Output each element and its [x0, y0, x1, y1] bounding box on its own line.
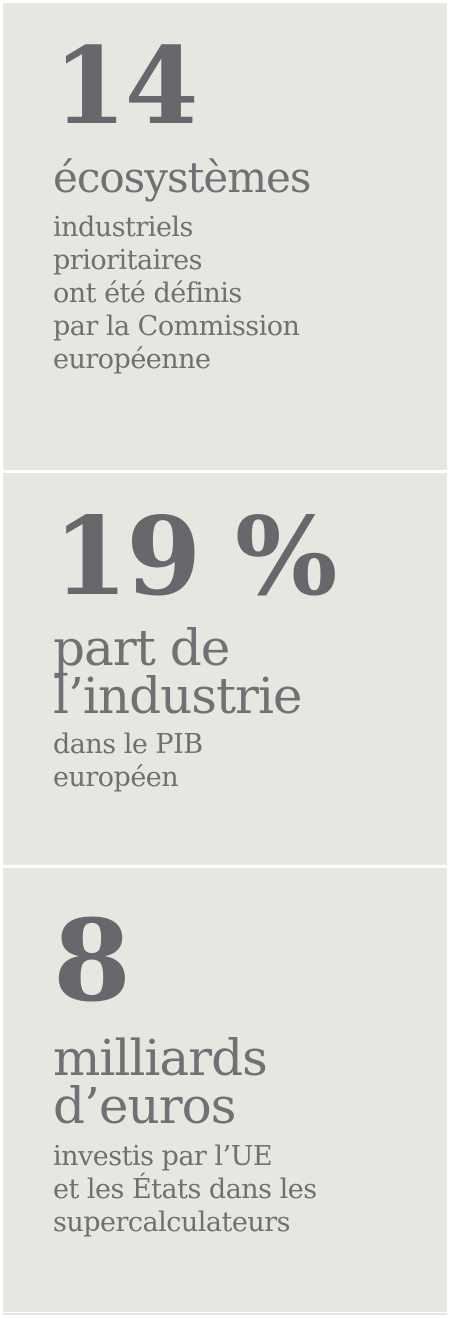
bottom-divider: [3, 1313, 447, 1315]
stat-description-line: par la Commission: [53, 311, 300, 342]
stat-description: investis par l’UE et les États dans les …: [53, 1140, 447, 1239]
stat-card-supercomputers: 8 milliards d’euros investis par l’UE et…: [3, 868, 447, 1312]
stat-description-line: ont été définis: [53, 278, 242, 309]
stat-headline: écosystèmes: [53, 153, 447, 203]
stat-number: 14: [53, 23, 199, 148]
stat-description: industriels prioritaires ont été définis…: [53, 211, 447, 376]
stat-headline-line: d’euros: [53, 1077, 236, 1135]
stat-card-ecosystems: 14 écosystèmes industriels prioritaires …: [3, 3, 447, 470]
stat-description: dans le PIB européen: [53, 728, 447, 794]
stat-headline-line: l’industrie: [53, 667, 303, 725]
stat-number: 8: [53, 896, 131, 1027]
stat-headline-line: écosystèmes: [53, 153, 311, 202]
stat-description-line: prioritaires: [53, 245, 202, 276]
stat-headline: milliards d’euros: [53, 1029, 447, 1135]
stat-description-line: européen: [53, 762, 179, 793]
stat-description-line: investis par l’UE: [53, 1141, 273, 1172]
stat-description-line: supercalculateurs: [53, 1207, 291, 1238]
stat-headline-line: part de: [53, 619, 230, 677]
stat-description-line: industriels: [53, 212, 193, 243]
stat-headline-line: milliards: [53, 1029, 268, 1087]
stat-number: 19 %: [53, 494, 338, 620]
stat-description-line: européenne: [53, 344, 211, 375]
stat-description-line: et les États dans les: [53, 1174, 317, 1205]
stat-card-industry-share: 19 % part de l’industrie dans le PIB eur…: [3, 473, 447, 865]
stat-headline: part de l’industrie: [53, 619, 447, 725]
stat-description-line: dans le PIB: [53, 729, 203, 760]
